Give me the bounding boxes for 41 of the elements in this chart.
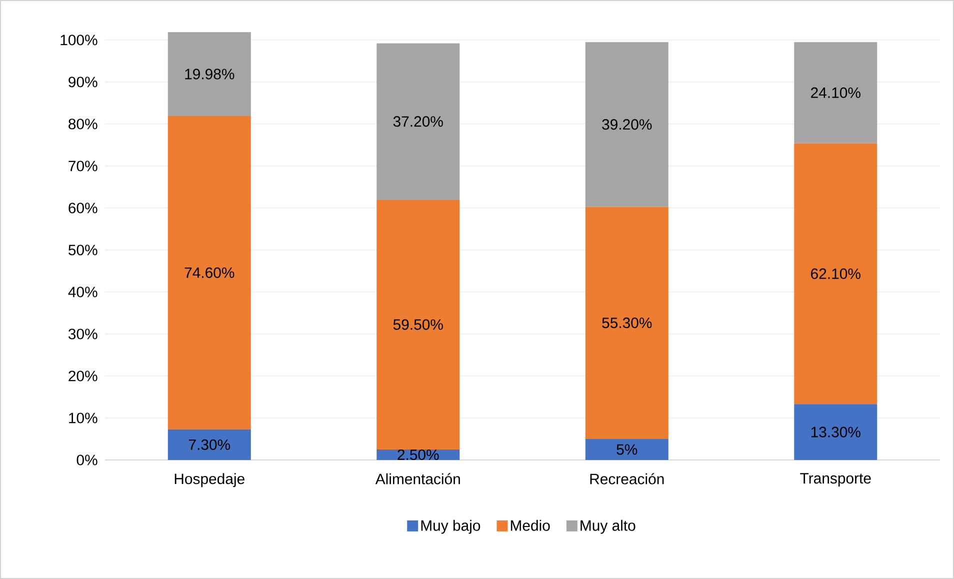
data-label: 2.50% bbox=[398, 449, 439, 460]
bar bbox=[794, 143, 878, 404]
y-tick-label: 50% bbox=[68, 244, 98, 256]
y-tick-label: 80% bbox=[68, 118, 98, 130]
legend-label: Medio bbox=[510, 520, 550, 531]
bar bbox=[168, 429, 251, 460]
bar bbox=[168, 116, 251, 430]
bar bbox=[376, 43, 460, 200]
data-label: 19.98% bbox=[185, 68, 234, 80]
data-label: 59.50% bbox=[393, 319, 443, 330]
y-tick-label: 60% bbox=[68, 202, 98, 214]
y-tick-label: 70% bbox=[68, 160, 98, 172]
data-label: 74.60% bbox=[184, 267, 234, 278]
bar bbox=[168, 32, 251, 116]
data-label: 39.20% bbox=[602, 119, 652, 130]
legend-label: Muy bajo bbox=[421, 520, 480, 534]
data-label: 37.20% bbox=[393, 116, 443, 127]
x-tick-label: Alimentación bbox=[375, 473, 460, 484]
x-tick-label: Recreación bbox=[590, 473, 664, 484]
bar bbox=[794, 404, 878, 460]
bar bbox=[794, 42, 878, 144]
bar bbox=[585, 438, 668, 460]
data-label: 55.30% bbox=[602, 318, 652, 328]
data-label: 5% bbox=[616, 444, 638, 455]
y-tick-label: 10% bbox=[69, 412, 98, 424]
bar bbox=[585, 206, 668, 439]
data-label: 24.10% bbox=[811, 87, 860, 98]
x-tick-label: Hospedaje bbox=[174, 473, 244, 488]
y-tick-label: 20% bbox=[68, 370, 98, 382]
y-tick-label: 30% bbox=[68, 328, 98, 340]
y-tick-label: 0% bbox=[76, 454, 98, 466]
data-label: 7.30% bbox=[188, 439, 230, 450]
data-label: 13.30% bbox=[811, 426, 860, 438]
legend-label: Muy alto bbox=[580, 520, 636, 534]
bar bbox=[376, 200, 460, 450]
y-tick-label: 90% bbox=[68, 76, 98, 88]
bar bbox=[585, 42, 668, 207]
y-tick-label: 40% bbox=[68, 286, 98, 298]
y-tick-label: 100% bbox=[60, 34, 98, 46]
x-tick-label: Transporte bbox=[800, 473, 871, 487]
data-label: 62.10% bbox=[811, 268, 860, 279]
